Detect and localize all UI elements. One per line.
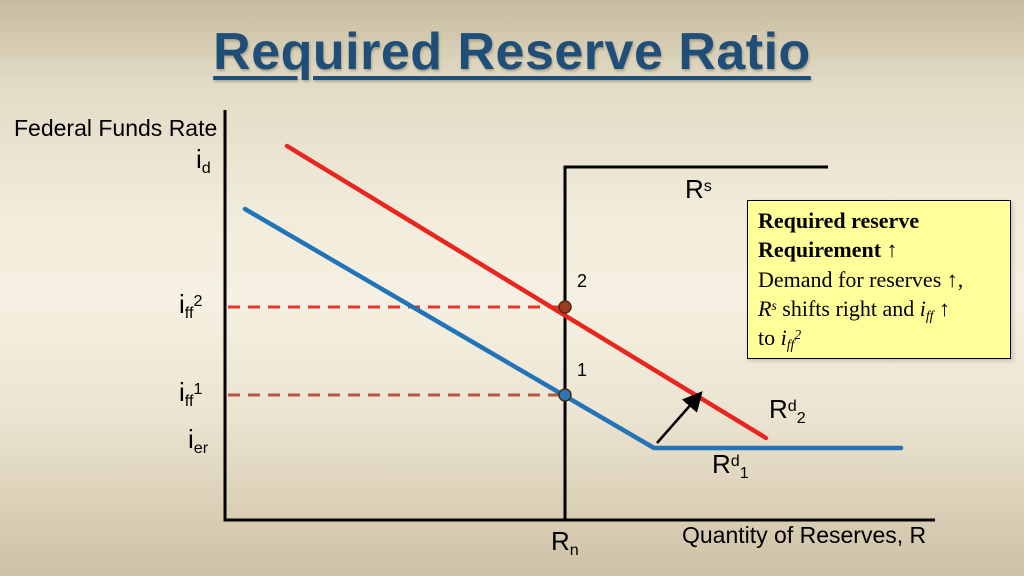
note-sup: s <box>771 297 777 313</box>
note-arrow: ↑ <box>933 295 950 321</box>
note-italic: R <box>758 295 772 321</box>
note-sup: 2 <box>794 326 802 342</box>
note-line-1: Required reserve <box>758 208 920 233</box>
tick-base: i <box>196 144 202 174</box>
note-line-2: Requirement ↑ <box>758 237 898 263</box>
tick-base: i <box>179 377 185 407</box>
tick-base: i <box>188 424 194 454</box>
axes <box>223 110 935 522</box>
y-tick-iff2: iff2 <box>179 289 203 321</box>
label-sup: s <box>703 176 712 195</box>
slide-title: Required Reserve Ratio <box>0 22 1024 82</box>
tick-sub: ff <box>184 391 194 410</box>
note-line-3: Demand for reserves ↑, <box>758 266 964 292</box>
equilibrium-point-2 <box>558 300 572 314</box>
label-sub: 1 <box>739 463 749 482</box>
x-axis-title: Quantity of Reserves, R <box>682 522 927 548</box>
tick-sup: 2 <box>193 291 203 310</box>
tick-sub: er <box>193 438 209 457</box>
point-1-label: 1 <box>577 360 588 380</box>
label-sup: d <box>787 396 797 415</box>
tick-sup: 1 <box>193 379 203 398</box>
note-sub: ff <box>786 337 795 353</box>
tick-base: R <box>551 526 570 556</box>
demand-curve-2 <box>284 143 769 441</box>
note-line-4: Rs shifts right and iff ↑ <box>758 294 1000 323</box>
tick-sub: d <box>201 158 211 177</box>
y-tick-ier: ier <box>188 424 208 456</box>
x-tick-rn: Rn <box>551 526 579 558</box>
label-sup: d <box>730 451 740 470</box>
point-2-label: 2 <box>577 271 588 291</box>
y-tick-iff1: iff1 <box>179 377 203 409</box>
y-axis-title: Federal Funds Rate <box>14 115 218 141</box>
equilibrium-point-1 <box>558 388 572 402</box>
y-tick-id: id <box>196 144 211 176</box>
note-text: to <box>758 325 781 350</box>
label-sub: 2 <box>796 408 806 427</box>
demand-curve-1 <box>242 206 904 451</box>
shift-arrow <box>656 391 703 444</box>
supply-curve <box>563 165 828 520</box>
tick-base: i <box>179 289 185 319</box>
slide-title-text: Required Reserve Ratio <box>213 23 811 81</box>
demand1-curve-label: Rd1 <box>712 449 749 481</box>
note-sub: ff <box>925 307 934 323</box>
label-base: R <box>769 394 788 424</box>
demand2-curve-label: Rd2 <box>769 394 806 426</box>
tick-sub: n <box>569 540 579 559</box>
note-italic: i <box>919 295 926 321</box>
tick-sub: ff <box>184 303 194 322</box>
note-line-5: to iff2 <box>758 323 1000 352</box>
supply-curve-label: Rs <box>685 174 712 204</box>
annotation-box: Required reserve Requirement ↑ Demand fo… <box>747 200 1011 360</box>
label-base: R <box>685 174 704 204</box>
note-text: shifts right and <box>776 295 920 321</box>
label-base: R <box>712 449 731 479</box>
note-italic: i <box>780 325 787 350</box>
